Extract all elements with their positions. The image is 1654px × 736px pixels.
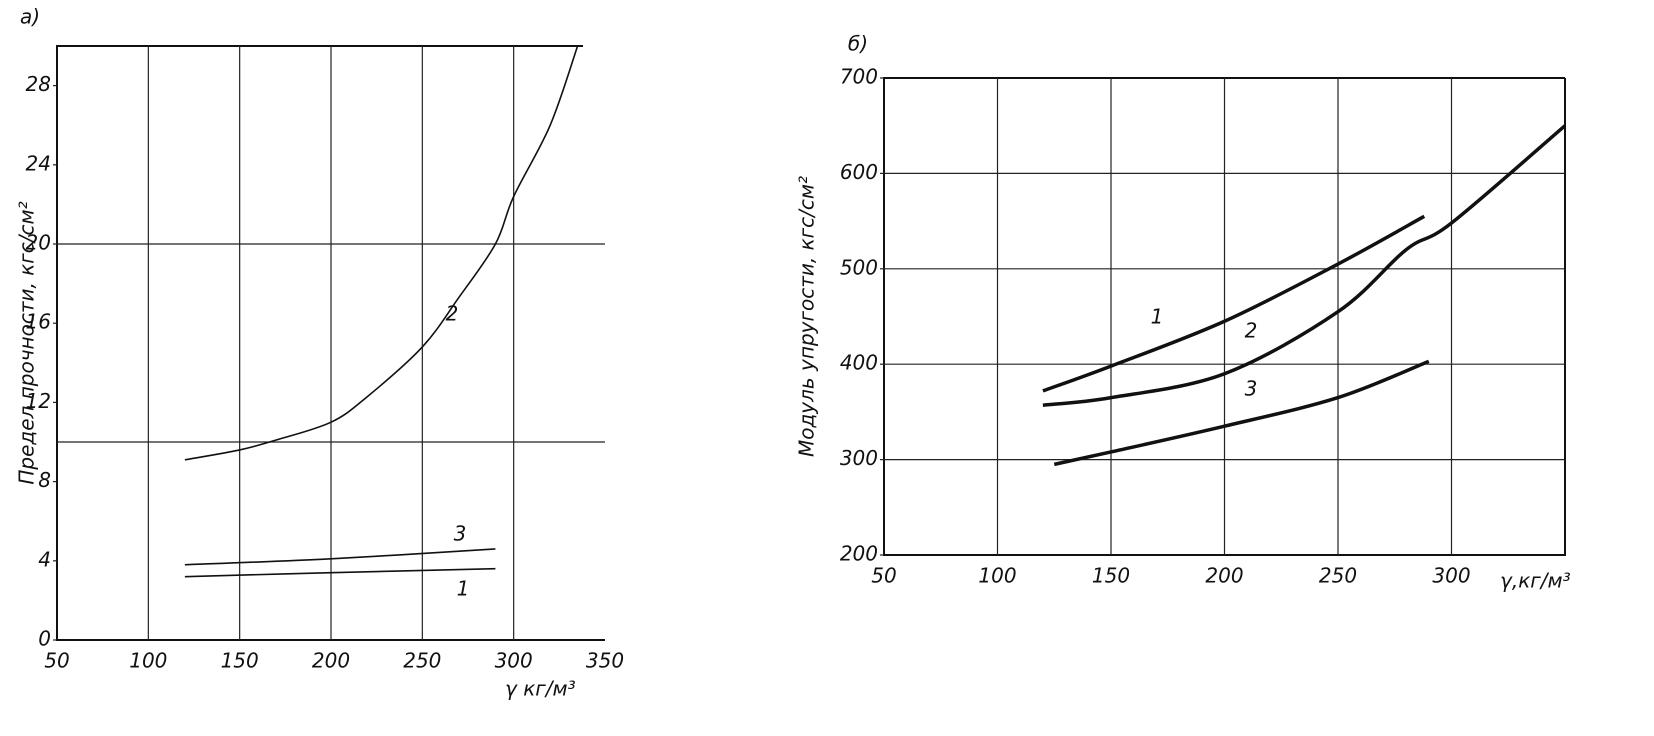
x-tick-label: 300	[495, 649, 533, 673]
data-line	[1042, 214, 1426, 393]
y-axis-label: Предел прочности, кгс/см²	[15, 201, 39, 484]
y-tick-label: 300	[840, 446, 878, 470]
x-tick-label: 150	[1092, 564, 1130, 588]
y-tick-label: 700	[840, 65, 878, 89]
x-tick-label: 150	[221, 649, 259, 673]
x-tick-label: 100	[129, 649, 167, 673]
y-tick-label: 8	[38, 468, 51, 492]
data-line	[1053, 359, 1430, 467]
series-label: 1	[457, 577, 470, 601]
x-tick-label: 200	[312, 649, 350, 673]
series-label: 3	[454, 522, 467, 546]
y-tick-label: 20	[26, 231, 51, 255]
y-tick-label: 24	[26, 151, 51, 175]
panel-title: а)	[20, 5, 40, 29]
x-tick-label: 300	[1432, 564, 1470, 588]
data-line	[184, 45, 579, 461]
x-tick-label: 350	[586, 649, 624, 673]
x-tick-label: 250	[403, 649, 441, 673]
data-line	[1042, 124, 1567, 407]
x-axis-label: γ кг/м³	[505, 677, 576, 701]
series-label: 1	[1151, 305, 1164, 329]
y-tick-label: 400	[840, 351, 878, 375]
y-tick-label: 500	[840, 255, 878, 279]
series-label: 2	[446, 302, 459, 326]
y-tick-label: 12	[26, 389, 51, 413]
x-tick-label: 50	[871, 564, 896, 588]
series-label: 2	[1245, 319, 1258, 343]
y-tick-label: 200	[840, 542, 878, 566]
data-line	[184, 548, 496, 566]
x-axis-label: γ,кг/м³	[1500, 569, 1571, 593]
y-tick-label: 0	[38, 627, 51, 651]
y-tick-label: 600	[840, 160, 878, 184]
x-tick-label: 200	[1205, 564, 1243, 588]
data-line	[184, 567, 496, 578]
y-axis-label: Модуль упругости, кгс/см²	[795, 176, 819, 457]
panel-title: б)	[848, 32, 868, 56]
x-tick-label: 50	[44, 649, 69, 673]
y-tick-label: 4	[38, 547, 51, 571]
series-label: 3	[1245, 377, 1258, 401]
y-tick-label: 28	[26, 72, 51, 96]
x-tick-label: 250	[1319, 564, 1357, 588]
y-tick-label: 16	[26, 310, 51, 334]
x-tick-label: 100	[978, 564, 1016, 588]
